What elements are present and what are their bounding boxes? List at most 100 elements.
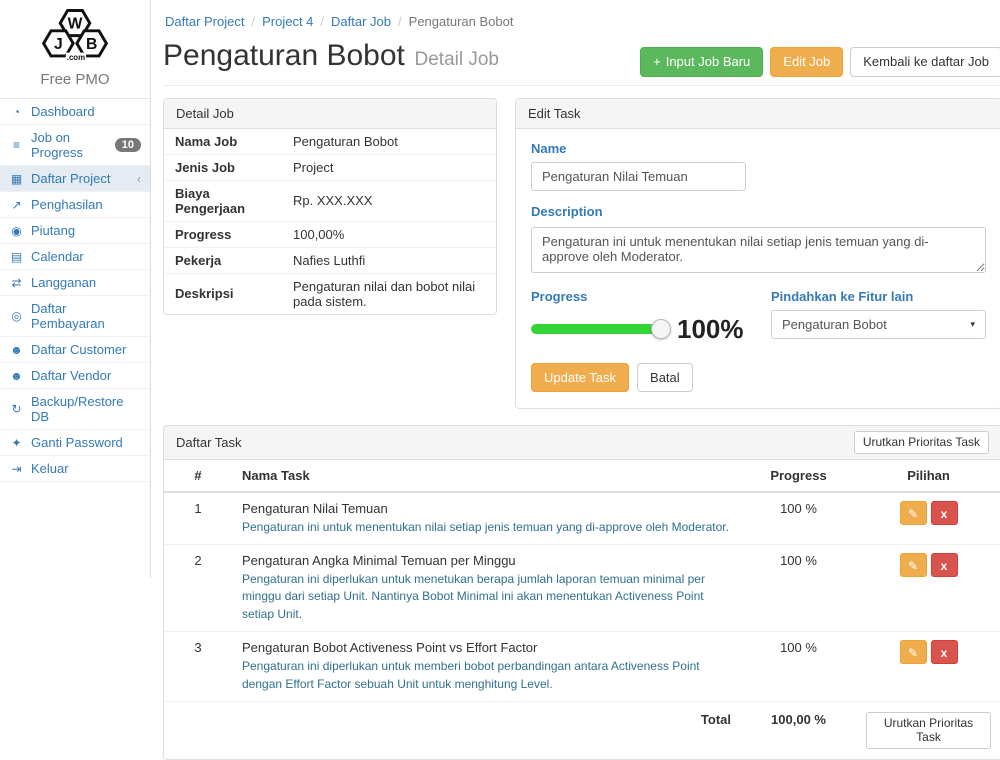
task-progress: 100 %	[741, 491, 856, 545]
logo-box[interactable]: W J B .com Free PMO	[0, 0, 150, 99]
edit-task-button[interactable]: ✎	[899, 552, 927, 577]
table-row: 1 Pengaturan Nilai Temuan Pengaturan ini…	[164, 491, 1000, 545]
total-row: Total 100,00 % Urutkan Prioritas Task	[164, 701, 1000, 758]
breadcrumb-separator	[244, 14, 262, 29]
edit-task-button[interactable]: ✎	[899, 640, 927, 665]
sidebar-item-langganan[interactable]: ⇄ Langganan	[0, 270, 150, 296]
dashboard-icon: ◔	[12, 104, 21, 119]
move-to-feature-label: Pindahkan ke Fitur lain	[771, 288, 914, 304]
sidebar-item-penghasilan[interactable]: ↗ Penghasilan	[0, 192, 150, 218]
task-description: Pengaturan ini diperlukan untuk memberi …	[242, 659, 700, 691]
breadcrumb-link-project-4[interactable]: Project 4	[262, 14, 314, 29]
input-job-baru-button[interactable]: + Input Job Baru	[640, 47, 764, 77]
task-name: Pengaturan Bobot Activeness Point vs Eff…	[242, 640, 538, 656]
batal-button[interactable]: Batal	[637, 362, 693, 393]
x-icon: x	[940, 506, 948, 521]
column-header-progress: Progress	[741, 459, 856, 493]
sidebar-item-label: Job on Progress	[31, 130, 84, 160]
calendar-icon: ▤	[10, 249, 23, 264]
chevron-left-icon: ‹	[137, 171, 141, 186]
table-icon: ▦	[10, 171, 23, 186]
edit-task-panel-title: Edit Task	[516, 98, 1000, 129]
sidebar-item-label: Keluar	[31, 461, 69, 476]
x-icon: x	[940, 646, 948, 661]
column-header-nama-task: Nama Task	[232, 459, 741, 493]
urutkan-prioritas-task-button[interactable]: Urutkan Prioritas Task	[853, 431, 989, 454]
breadcrumb-separator	[391, 14, 409, 29]
sidebar-item-dashboard[interactable]: ◔ Dashboard	[0, 99, 150, 125]
delete-task-button[interactable]: x	[930, 552, 958, 577]
move-to-feature-select[interactable]: Pengaturan Bobot ▾	[771, 309, 986, 339]
sidebar-item-backup-restore-db[interactable]: ↻ Backup/Restore DB	[0, 389, 150, 430]
sidebar-item-daftar-pembayaran[interactable]: ◎ Daftar Pembayaran	[0, 296, 150, 337]
main-content: Daftar Project Project 4 Daftar Job Pengatu…	[151, 0, 1000, 760]
edit-job-button[interactable]: Edit Job	[770, 47, 844, 77]
pencil-icon: ✎	[907, 646, 919, 661]
users-icon: ☻	[10, 342, 23, 357]
sidebar-item-daftar-customer[interactable]: ☻ Daftar Customer	[0, 337, 150, 363]
app-name: Free PMO	[40, 71, 110, 88]
list-icon: ≡	[12, 138, 20, 152]
name-label: Name	[531, 140, 567, 156]
sidebar-item-job-on-progress[interactable]: ≡ Job on Progress 10	[0, 125, 150, 166]
pencil-icon: ✎	[907, 558, 919, 573]
kembali-ke-daftar-job-button[interactable]: Kembali ke daftar Job	[850, 47, 1000, 77]
task-number: 3	[164, 631, 232, 702]
detail-job-panel-title: Detail Job	[164, 98, 496, 129]
progress-slider-handle[interactable]	[651, 319, 671, 340]
svg-text:.com: .com	[67, 53, 85, 62]
sidebar-item-label: Daftar Vendor	[31, 368, 112, 383]
task-progress: 100 %	[741, 544, 856, 633]
sidebar-item-label: Piutang	[31, 223, 76, 238]
sidebar-item-label: Daftar Project	[31, 171, 111, 186]
sidebar-item-label: Calendar	[31, 249, 84, 264]
task-name-input[interactable]	[531, 161, 746, 191]
task-description-textarea[interactable]: Pengaturan ini untuk menentukan nilai se…	[531, 226, 986, 273]
breadcrumb-separator	[313, 14, 331, 29]
table-row: Biaya Pengerjaan Rp. XXX.XXX	[164, 180, 496, 222]
svg-text:W: W	[68, 16, 83, 33]
exchange-icon: ⇄	[11, 275, 22, 290]
breadcrumb-current: Pengaturan Bobot	[408, 14, 514, 29]
delete-task-button[interactable]: x	[930, 640, 958, 665]
breadcrumb: Daftar Project Project 4 Daftar Job Pengatu…	[163, 8, 1000, 37]
selected-option: Pengaturan Bobot	[782, 316, 887, 332]
sidebar-item-ganti-password[interactable]: ✦ Ganti Password	[0, 430, 150, 456]
lock-icon: ✦	[11, 435, 22, 450]
task-table: # Nama Task Progress Pilihan 1 Pengatura…	[164, 459, 1000, 759]
chart-line-icon: ↗	[11, 197, 22, 212]
jwb-logo-icon: W J B .com	[41, 9, 109, 62]
breadcrumb-link-daftar-project[interactable]: Daftar Project	[165, 14, 245, 29]
edit-task-button[interactable]: ✎	[899, 500, 927, 525]
sidebar-item-keluar[interactable]: ⇥ Keluar	[0, 456, 150, 482]
table-row: Jenis Job Project	[164, 154, 496, 181]
description-label: Description	[531, 203, 603, 219]
task-number: 1	[164, 491, 232, 545]
sidebar-item-label: Backup/Restore DB	[31, 394, 124, 424]
sidebar-item-label: Penghasilan	[31, 197, 103, 212]
sidebar-item-daftar-project[interactable]: ▦ Daftar Project ‹	[0, 166, 150, 192]
sidebar-item-piutang[interactable]: ◉ Piutang	[0, 218, 150, 244]
page-title: Pengaturan Bobot	[163, 39, 405, 72]
task-description: Pengaturan ini diperlukan untuk menetuka…	[242, 571, 705, 621]
progress-slider[interactable]	[531, 319, 671, 340]
sidebar-item-daftar-vendor[interactable]: ☻ Daftar Vendor	[0, 363, 150, 389]
table-row: Pekerja Nafies Luthfi	[164, 247, 496, 274]
task-description: Pengaturan ini untuk menentukan nilai se…	[242, 519, 729, 534]
daftar-task-panel-title: Daftar Task	[176, 434, 242, 450]
column-header-number: #	[164, 459, 232, 493]
detail-job-table: Nama Job Pengaturan Bobot Jenis Job Proj…	[164, 128, 496, 314]
plus-icon: +	[653, 54, 661, 69]
update-task-button[interactable]: Update Task	[531, 362, 630, 393]
page-header: Pengaturan Bobot Detail Job + Input Job …	[163, 37, 1000, 86]
delete-task-button[interactable]: x	[930, 500, 958, 525]
urutkan-prioritas-task-footer-button[interactable]: Urutkan Prioritas Task	[866, 711, 991, 749]
task-name: Pengaturan Angka Minimal Temuan per Ming…	[242, 552, 516, 568]
users-icon: ☻	[10, 368, 23, 383]
job-count-badge: 10	[114, 138, 141, 152]
task-number: 2	[164, 544, 232, 633]
page-subtitle: Detail Job	[414, 49, 500, 70]
sidebar-item-calendar[interactable]: ▤ Calendar	[0, 244, 150, 270]
breadcrumb-link-daftar-job[interactable]: Daftar Job	[331, 14, 392, 29]
total-progress-value: 100,00 %	[771, 711, 826, 727]
